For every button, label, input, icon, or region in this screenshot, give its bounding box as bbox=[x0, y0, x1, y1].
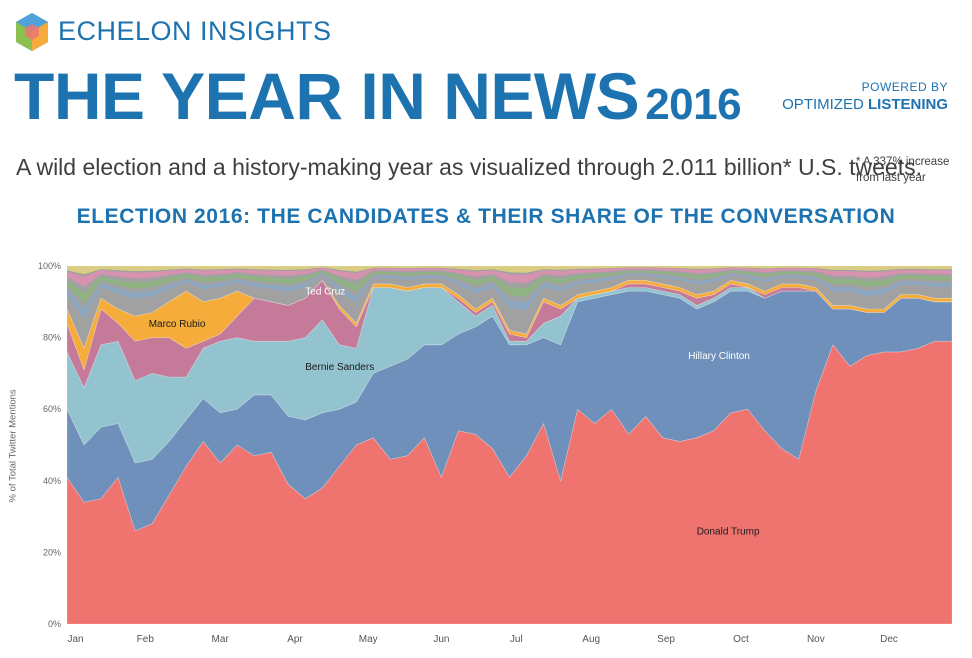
area-marco-rubio bbox=[66, 279, 953, 371]
annotation-bernie-sanders: Bernie Sanders bbox=[305, 362, 374, 373]
chart-annotations: Marco Rubio Ted Cruz Bernie Sanders Hillary… bbox=[149, 287, 760, 538]
stacked-area-chart: 0% 20% 40% 60% 80% 100% Jan Feb Mar Apr May Jun Jul… bbox=[38, 261, 953, 645]
powered-listening: LISTENING bbox=[867, 96, 948, 113]
echelon-logo-icon bbox=[16, 13, 48, 51]
area-hillary-clinton bbox=[66, 290, 953, 532]
brand-name: ECHELON INSIGHTS bbox=[58, 16, 332, 46]
x-tick-label: Aug bbox=[582, 634, 600, 645]
powered-by: POWERED BY OPTIMIZED LISTENING bbox=[782, 80, 948, 113]
x-tick-label: Nov bbox=[807, 634, 825, 645]
x-tick-label: Apr bbox=[287, 634, 303, 645]
area-others-band-4 bbox=[67, 266, 952, 275]
page-title: THE YEAR IN NEWS 2016 bbox=[14, 56, 742, 145]
y-tick-label: 80% bbox=[43, 333, 61, 343]
page-title-year: 2016 bbox=[645, 80, 742, 129]
chart-areas bbox=[66, 265, 953, 625]
annotation-hillary-clinton: Hillary Clinton bbox=[688, 351, 750, 362]
x-tick-label: Mar bbox=[212, 634, 230, 645]
annotation-donald-trump: Donald Trump bbox=[697, 527, 760, 538]
chart-title: ELECTION 2016: THE CANDIDATES & THEIR SH… bbox=[76, 205, 896, 228]
x-axis-ticks: Jan Feb Mar Apr May Jun Jul Aug Sep Oct Nov Dec bbox=[67, 634, 897, 645]
y-tick-label: 20% bbox=[43, 547, 61, 557]
x-tick-label: Oct bbox=[733, 634, 749, 645]
x-tick-label: Jul bbox=[510, 634, 523, 645]
y-tick-label: 0% bbox=[48, 619, 61, 629]
x-tick-label: Sep bbox=[657, 634, 675, 645]
page-title-text: THE YEAR IN NEWS bbox=[14, 59, 640, 133]
y-tick-label: 60% bbox=[43, 404, 61, 414]
x-tick-label: May bbox=[359, 634, 378, 645]
annotation-ted-cruz: Ted Cruz bbox=[305, 287, 345, 298]
powered-by-product: OPTIMIZED LISTENING bbox=[782, 96, 948, 113]
subtitle: A wild election and a history-making yea… bbox=[16, 154, 922, 180]
annotation-marco-rubio: Marco Rubio bbox=[149, 319, 206, 330]
y-tick-label: 100% bbox=[38, 261, 61, 271]
area-others-band-3 bbox=[67, 267, 952, 287]
footnote: * A 337% increase from last year bbox=[856, 154, 968, 186]
x-tick-label: Jan bbox=[67, 634, 83, 645]
x-tick-label: Jun bbox=[433, 634, 449, 645]
x-tick-label: Feb bbox=[137, 634, 155, 645]
y-axis-ticks: 0% 20% 40% 60% 80% 100% bbox=[38, 261, 61, 629]
powered-optimized: OPTIMIZED bbox=[782, 96, 864, 113]
powered-by-label: POWERED BY bbox=[861, 80, 948, 94]
x-tick-label: Dec bbox=[880, 634, 898, 645]
y-tick-label: 40% bbox=[43, 476, 61, 486]
footnote-line-1: * A 337% increase bbox=[856, 156, 950, 168]
footnote-line-2: from last year bbox=[856, 172, 926, 184]
